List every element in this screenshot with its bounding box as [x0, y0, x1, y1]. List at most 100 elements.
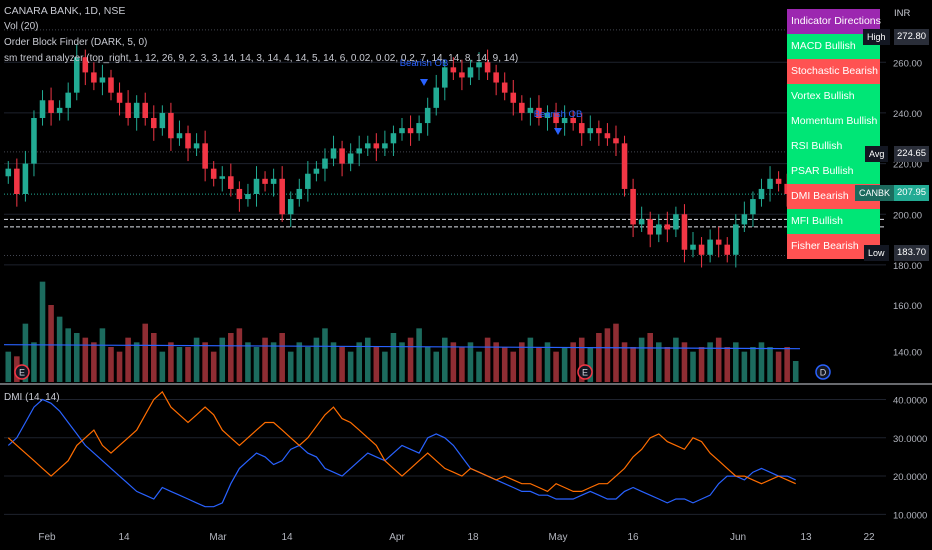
volume-bar: [621, 342, 628, 382]
volume-tick-label: 160.00: [893, 301, 922, 312]
x-tick-label: 18: [467, 532, 479, 543]
price-tick-label: 180.00: [893, 261, 922, 272]
candle-body: [347, 153, 354, 164]
candle-body: [613, 138, 619, 144]
volume-bar: [176, 347, 183, 382]
candle-body: [48, 100, 54, 113]
event-circle: [815, 364, 831, 380]
volume-bar: [792, 361, 799, 382]
candle-body: [73, 57, 80, 93]
candle-body: [467, 67, 474, 78]
volume-bar: [185, 347, 191, 382]
candle-body: [65, 92, 71, 108]
candle-body: [630, 188, 636, 225]
candle-body: [142, 102, 149, 118]
volume-bar: [390, 333, 397, 382]
table-row: RSI Bullish: [787, 134, 880, 159]
candle-body: [330, 148, 337, 159]
candle-body: [407, 128, 414, 134]
volume-bar: [99, 328, 106, 382]
candle-body: [270, 178, 277, 184]
event-label: D: [820, 368, 827, 378]
candle-body: [99, 77, 106, 83]
legend-order-block-finder[interactable]: Order Block Finder (DARK, 5, 0): [4, 37, 148, 48]
volume-bar: [750, 347, 756, 382]
x-tick-label: 14: [281, 532, 293, 543]
volume-bar: [262, 337, 268, 382]
volume-bar: [5, 351, 12, 382]
candle-body: [210, 168, 217, 179]
candle-body: [450, 67, 457, 73]
candle-body: [681, 214, 688, 250]
chart-title: CANARA BANK, 1D, NSE: [4, 5, 126, 17]
candle-body: [459, 72, 465, 78]
price-tick-label: 220.00: [893, 160, 922, 171]
volume-bar: [73, 333, 80, 382]
volume-bar: [330, 342, 337, 382]
event-label: E: [19, 368, 25, 378]
legend-volume[interactable]: Vol (20): [4, 21, 39, 32]
candle-body: [279, 178, 285, 215]
candle-body: [219, 176, 226, 179]
volume-bar: [253, 347, 260, 382]
candle-body: [125, 102, 131, 118]
event-marker: E: [14, 364, 30, 380]
volume-bar: [168, 342, 174, 382]
candle-body: [91, 72, 97, 83]
volume-bar: [399, 342, 405, 382]
indicator-directions-table: Indicator Directions MACD Bullish Stochas…: [787, 9, 881, 259]
candle-body: [707, 239, 713, 255]
candle-body: [476, 62, 482, 68]
volume-bar: [467, 342, 474, 382]
table-row: PSAR Bullish: [787, 159, 880, 184]
dmi-tick-label: 20.0000: [893, 472, 927, 483]
volume-bar: [613, 323, 619, 382]
candle-body: [544, 112, 551, 118]
candle-body: [561, 118, 568, 124]
volume-bar: [356, 342, 362, 382]
table-row: MACD Bullish: [787, 34, 880, 59]
volume-bar: [561, 347, 568, 382]
candle-body: [733, 224, 739, 255]
volume-bar: [647, 333, 653, 382]
volume-bar: [690, 351, 696, 382]
volume-bar: [305, 347, 311, 382]
event-label: E: [582, 368, 588, 378]
candle-body: [322, 158, 328, 169]
volume-bar: [56, 316, 63, 382]
candle-body: [775, 178, 782, 184]
volume-bar: [501, 347, 508, 382]
volume-bar: [270, 342, 277, 382]
volume-tick-label: 140.00: [893, 348, 922, 359]
candle-body: [587, 128, 594, 134]
volume-bar: [116, 351, 123, 382]
candle-body: [647, 219, 653, 235]
candle-body: [698, 244, 705, 255]
volume-bar: [373, 347, 380, 382]
volume-bar: [775, 351, 782, 382]
legend-dmi[interactable]: DMI (14, 14): [4, 392, 60, 403]
volume-bar: [193, 337, 200, 382]
volume-bar: [228, 333, 234, 382]
volume-bar: [570, 342, 576, 382]
volume-bar: [322, 328, 328, 382]
currency-label: INR: [894, 8, 911, 19]
candle-body: [168, 112, 174, 139]
volume-bar: [125, 337, 131, 382]
volume-bar: [681, 342, 688, 382]
candle-body: [193, 143, 200, 149]
volume-bar: [416, 328, 422, 382]
legend-trend-analyzer[interactable]: sm trend analyzer (top_right, 1, 12, 26,…: [4, 53, 519, 64]
candle-body: [373, 143, 380, 149]
candle-body: [339, 148, 345, 164]
volume-bar: [407, 337, 414, 382]
volume-bar: [382, 351, 388, 382]
event-circle: [577, 364, 593, 380]
candle-body: [245, 194, 251, 200]
candle-body: [519, 102, 525, 113]
high-tag: High: [863, 29, 890, 45]
x-tick-label: Feb: [38, 532, 56, 543]
volume-bar: [578, 337, 585, 382]
candle-body: [750, 199, 756, 215]
